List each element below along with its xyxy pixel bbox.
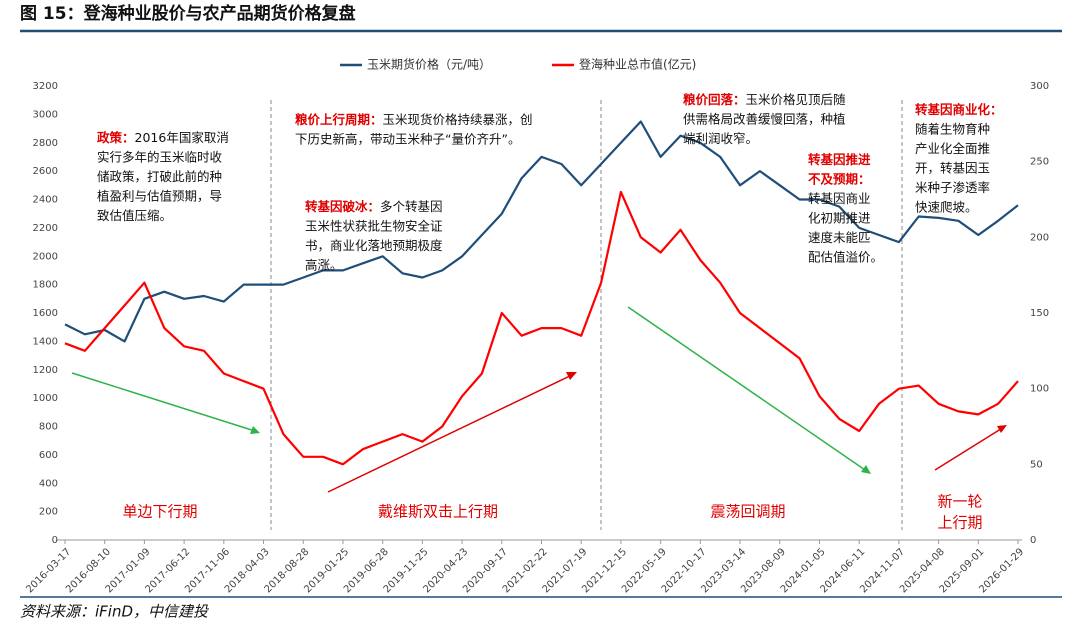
y2-tick-label: 300 [1030,81,1049,92]
y-tick-label: 1000 [33,393,58,404]
annotation: 转基因商业化： [915,102,1003,117]
y2-tick-label: 100 [1030,384,1049,395]
annotation: 速度未能匹 [808,230,871,245]
trend-arrows [71,306,1007,493]
annotation: 储政策，打破此前的种 [97,169,222,184]
annotation-text: 玉米价格见顶后随 [746,92,847,107]
legend-label: 玉米期货价格（元/吨） [367,57,491,72]
annotation-emph: 转基因推进 [808,152,871,167]
annotation-emph: 政策： [97,130,135,145]
series-line [64,190,1019,466]
annotation-text: 玉米性状获批生物安全证 [305,218,443,233]
y-tick-label: 1200 [33,365,58,376]
annotation: 化初期推进 [808,210,871,225]
annotation-text: 植盈利与估值预期，导 [97,188,222,203]
annotation-text: 实行多年的玉米临时收 [97,149,223,164]
annotation-emph: 粮价回落： [683,92,746,107]
annotation-text: 配估值溢价。 [808,249,883,264]
y-tick-label: 0 [52,535,58,546]
annotation: 植盈利与估值预期，导 [97,188,222,203]
annotation-text: 端利润收窄。 [683,131,758,146]
annotation-emph: 不及预期： [808,171,871,186]
annotation-text: 储政策，打破此前的种 [97,169,222,184]
annotation: 米种子渗透率 [915,180,990,195]
y2-tick-label: 150 [1030,308,1049,319]
y-tick-label: 1800 [33,280,58,291]
y-tick-label: 600 [39,450,58,461]
annotation-text: 玉米现货价格持续暴涨，创 [383,112,533,127]
annotation: 开，转基因玉 [915,160,990,175]
annotation-text: 转基因商业 [808,191,871,206]
y-tick-label: 800 [39,422,58,433]
annotation: 转基因推进 [808,152,871,167]
annotation-text: 米种子渗透率 [915,180,990,195]
y2-tick-label: 0 [1030,535,1036,546]
y2-tick-label: 250 [1030,157,1049,168]
annotation-text: 书，商业化落地预期极度 [305,238,443,253]
annotation-text: 快速爬坡。 [915,199,978,214]
y-tick-label: 200 [39,507,58,518]
phase-dividers [270,100,903,530]
annotation-text: 高涨。 [305,257,343,272]
y-tick-label: 1400 [33,336,58,347]
annotation-text: 化初期推进 [808,210,871,225]
y-tick-label: 2600 [33,166,58,177]
y-tick-label: 2800 [33,138,58,149]
annotation-text: 速度未能匹 [808,230,871,245]
annotation: 端利润收窄。 [683,131,758,146]
annotation: 转基因商业 [808,191,871,206]
annotation: 粮价回落：玉米价格见顶后随 [683,92,846,107]
phase-label: 新一轮 [937,493,982,511]
y2-tick-label: 200 [1030,232,1049,243]
chart-title: 图 15：登海种业股价与农产品期货价格复盘 [20,3,356,24]
annotation: 转基因破冰：多个转基因 [305,199,443,214]
series-line [64,120,1019,343]
annotation-emph: 粮价上行周期： [295,112,383,127]
annotation-text: 下历史新高，带动玉米种子“量价齐升”。 [295,131,520,146]
annotation: 配估值溢价。 [808,249,883,264]
y-tick-label: 3000 [33,109,58,120]
source: 资料来源：iFinD，中信建投 [20,603,210,621]
annotation-text: 随着生物育种 [915,121,990,136]
y-tick-label: 2000 [33,251,58,262]
annotation: 不及预期： [808,171,871,186]
y-tick-label: 1600 [33,308,58,319]
phase-label: 戴维斯双击上行期 [378,503,498,521]
phase-label: 单边下行期 [122,503,197,521]
y2-tick-label: 50 [1030,459,1043,470]
annotation: 供需格局改善缓慢回落，种植 [683,111,846,126]
annotation: 致估值压缩。 [97,208,172,223]
annotation: 政策：2016年国家取消 [97,130,229,145]
annotation: 产业化全面推 [915,141,990,156]
annotation: 玉米性状获批生物安全证 [305,218,443,233]
annotation-text: 供需格局改善缓慢回落，种植 [683,111,846,126]
annotation: 实行多年的玉米临时收 [97,149,223,164]
annotation-text: 多个转基因 [380,199,443,214]
y-tick-label: 2400 [33,195,58,206]
annotation: 快速爬坡。 [915,199,978,214]
annotation-text: 开，转基因玉 [915,160,990,175]
annotation-text: 2016年国家取消 [135,130,229,145]
phase-label: 震荡回调期 [710,503,785,521]
annotation-emph: 转基因破冰： [305,199,380,214]
annotation: 书，商业化落地预期极度 [305,238,443,253]
legend-label: 登海种业总市值(亿元) [579,57,696,72]
annotation: 粮价上行周期：玉米现货价格持续暴涨，创 [295,112,533,127]
annotation: 高涨。 [305,257,343,272]
phase-label: 上行期 [937,514,982,532]
y-tick-label: 3200 [33,81,58,92]
annotation-text: 产业化全面推 [915,141,990,156]
annotation-text: 致估值压缩。 [97,208,172,223]
y-tick-label: 2200 [33,223,58,234]
annotation: 下历史新高，带动玉米种子“量价齐升”。 [295,131,520,146]
annotation-emph: 转基因商业化： [915,102,1003,117]
y-tick-label: 400 [39,478,58,489]
annotation: 随着生物育种 [915,121,990,136]
